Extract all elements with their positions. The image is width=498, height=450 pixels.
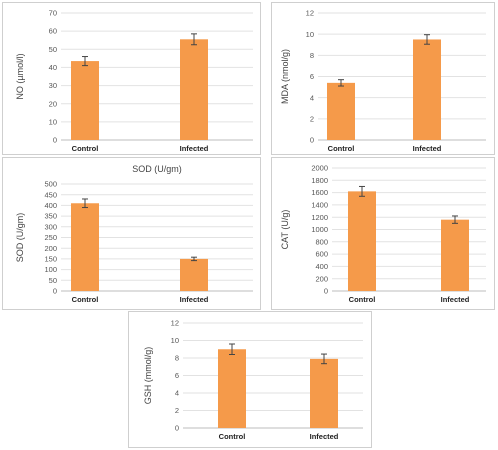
error-bar-control bbox=[229, 343, 235, 355]
y-tick-label: 40 bbox=[49, 63, 57, 72]
error-bar-control bbox=[82, 56, 88, 67]
y-tick-label: 400 bbox=[44, 201, 57, 210]
error-bar-infected bbox=[452, 215, 458, 224]
y-tick-label: 0 bbox=[310, 136, 314, 145]
category-label-control: Control bbox=[72, 295, 99, 304]
y-tick-label: 500 bbox=[44, 180, 57, 189]
y-tick-label: 6 bbox=[175, 371, 179, 380]
chart-gsh: 0 2 4 6 8 10 12 Control Infected GSH (mmol/g) bbox=[143, 319, 363, 441]
category-label-infected: Infected bbox=[413, 144, 442, 153]
bar-control bbox=[218, 349, 246, 428]
y-tick-label: 1600 bbox=[311, 188, 328, 197]
y-tick-label: 2000 bbox=[311, 164, 328, 173]
error-bar-control bbox=[359, 185, 365, 197]
error-bar-infected bbox=[424, 34, 430, 45]
bar-control bbox=[348, 191, 376, 291]
error-bar-infected bbox=[191, 33, 197, 46]
bar-infected bbox=[413, 39, 441, 141]
error-bar-infected bbox=[321, 353, 327, 365]
y-tick-label: 8 bbox=[175, 354, 179, 363]
y-tick-label: 2 bbox=[310, 114, 314, 123]
y-tick-label: 6 bbox=[310, 72, 314, 81]
y-tick-label: 8 bbox=[310, 51, 314, 60]
chart-no: 0 10 20 30 40 50 60 70 Control Infected NO (µmol/l… bbox=[15, 9, 253, 153]
panel-cat: 0 200 400 600 800 1000 1200 1400 1600 1800 2000 Con… bbox=[271, 157, 495, 310]
y-tick-label: 800 bbox=[315, 237, 328, 246]
bar-control bbox=[71, 61, 99, 141]
y-tick-label: 10 bbox=[306, 30, 314, 39]
panel-no: 0 10 20 30 40 50 60 70 Control Infected NO (µmol/l… bbox=[2, 2, 261, 155]
category-label-control: Control bbox=[349, 295, 376, 304]
category-label-infected: Infected bbox=[441, 295, 470, 304]
y-tick-label: 50 bbox=[49, 45, 57, 54]
y-tick-label: 4 bbox=[175, 389, 179, 398]
y-axis-label: GSH (mmol/g) bbox=[143, 347, 153, 405]
y-tick-label: 10 bbox=[171, 336, 179, 345]
y-tick-label: 0 bbox=[324, 287, 328, 296]
y-tick-label: 450 bbox=[44, 190, 57, 199]
y-tick-label: 70 bbox=[49, 9, 57, 18]
chart-cat: 0 200 400 600 800 1000 1200 1400 1600 1800 2000 Con… bbox=[280, 164, 486, 304]
category-label-control: Control bbox=[219, 432, 246, 441]
panel-mda: 0 2 4 6 8 10 12 Control Infected MDA (nmol/g) bbox=[271, 2, 495, 155]
y-tick-label: 10 bbox=[49, 117, 57, 126]
y-tick-label: 300 bbox=[44, 222, 57, 231]
y-tick-label: 4 bbox=[310, 93, 314, 102]
y-tick-label: 1200 bbox=[311, 213, 328, 222]
bar-infected bbox=[180, 39, 208, 140]
category-label-control: Control bbox=[72, 144, 99, 153]
bar-control bbox=[327, 82, 355, 140]
bar-control bbox=[71, 203, 99, 291]
y-axis-label: SOD (U/gm) bbox=[15, 213, 25, 263]
y-tick-label: 1400 bbox=[311, 201, 328, 210]
y-tick-label: 60 bbox=[49, 27, 57, 36]
y-tick-label: 350 bbox=[44, 212, 57, 221]
y-tick-label: 30 bbox=[49, 81, 57, 90]
y-axis-label: NO (µmol/l) bbox=[15, 53, 25, 99]
bar-infected bbox=[180, 258, 208, 291]
category-label-infected: Infected bbox=[180, 144, 209, 153]
y-tick-label: 200 bbox=[315, 274, 328, 283]
y-tick-label: 600 bbox=[315, 250, 328, 259]
y-tick-label: 12 bbox=[171, 319, 179, 328]
y-tick-label: 200 bbox=[44, 244, 57, 253]
category-label-control: Control bbox=[328, 144, 355, 153]
y-tick-label: 1000 bbox=[311, 225, 328, 234]
category-label-infected: Infected bbox=[310, 432, 339, 441]
error-bar-control bbox=[82, 198, 88, 209]
y-tick-label: 100 bbox=[44, 265, 57, 274]
y-tick-label: 20 bbox=[49, 99, 57, 108]
y-axis-label: CAT (U/g) bbox=[280, 210, 290, 250]
y-tick-label: 12 bbox=[306, 9, 314, 18]
y-axis-label: MDA (nmol/g) bbox=[280, 49, 290, 104]
panel-gsh: 0 2 4 6 8 10 12 Control Infected GSH (mmol/g) bbox=[128, 311, 372, 448]
y-tick-label: 0 bbox=[53, 136, 57, 145]
y-tick-label: 400 bbox=[315, 262, 328, 271]
chart-mda: 0 2 4 6 8 10 12 Control Infected MDA (nmol/g) bbox=[280, 9, 486, 153]
y-tick-label: 1800 bbox=[311, 176, 328, 185]
y-tick-label: 0 bbox=[175, 424, 179, 433]
panel-sod: 0 50 100 150 200 250 300 350 400 450 500 Control Inf… bbox=[2, 157, 261, 310]
y-tick-label: 250 bbox=[44, 233, 57, 242]
y-tick-label: 0 bbox=[53, 287, 57, 296]
y-tick-label: 50 bbox=[49, 276, 57, 285]
bar-infected bbox=[310, 358, 338, 428]
y-tick-label: 150 bbox=[44, 255, 57, 264]
error-bar-infected bbox=[191, 256, 197, 262]
category-label-infected: Infected bbox=[180, 295, 209, 304]
bar-infected bbox=[441, 219, 469, 291]
y-tick-label: 2 bbox=[175, 406, 179, 415]
error-bar-control bbox=[338, 79, 344, 87]
chart-title: SOD (U/gm) bbox=[132, 164, 182, 174]
